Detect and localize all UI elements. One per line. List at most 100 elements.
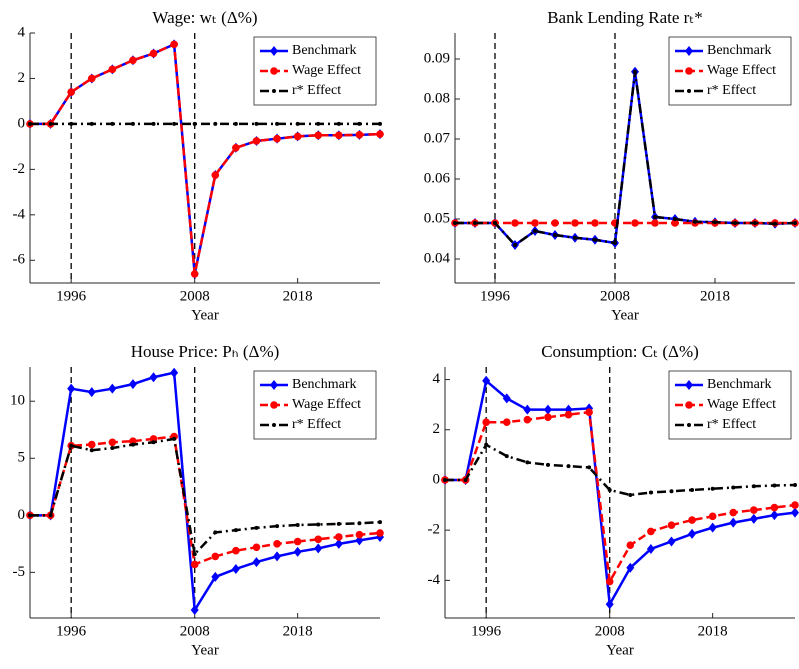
y-tick-label: 0.09	[424, 50, 450, 66]
marker	[607, 487, 612, 492]
marker	[87, 440, 96, 449]
marker	[190, 605, 199, 616]
marker	[729, 517, 738, 528]
legend-label: Benchmark	[707, 377, 772, 392]
x-tick-label: 1996	[56, 288, 87, 304]
marker	[149, 49, 158, 58]
marker	[232, 546, 240, 555]
y-tick-label: 0	[433, 471, 441, 487]
marker	[275, 121, 280, 126]
y-tick-label: 4	[433, 371, 441, 387]
marker	[613, 241, 617, 245]
legend-label: Wage Effect	[707, 63, 776, 78]
marker	[669, 489, 674, 494]
marker	[213, 121, 218, 126]
marker	[28, 121, 32, 126]
marker	[357, 521, 362, 526]
marker	[533, 229, 537, 233]
x-tick-label: 1996	[471, 623, 502, 639]
marker	[129, 437, 137, 445]
legend-marker	[687, 423, 691, 427]
marker	[170, 367, 179, 378]
marker	[647, 527, 655, 536]
marker	[453, 221, 457, 225]
marker	[482, 418, 490, 427]
marker	[130, 442, 135, 447]
marker	[671, 219, 679, 227]
marker	[504, 454, 509, 459]
marker	[192, 121, 197, 126]
marker	[605, 577, 614, 586]
marker	[314, 535, 323, 544]
marker	[587, 465, 592, 470]
marker	[130, 121, 135, 126]
marker	[651, 219, 659, 227]
marker	[357, 121, 362, 126]
marker	[667, 521, 676, 529]
marker	[190, 270, 199, 278]
legend-marker	[270, 67, 278, 75]
marker	[653, 215, 657, 219]
marker	[87, 387, 96, 398]
y-tick-label: 2	[433, 421, 441, 437]
marker	[89, 448, 94, 453]
marker	[733, 221, 737, 225]
marker	[48, 121, 53, 126]
marker	[593, 237, 597, 242]
marker	[376, 130, 384, 138]
legend-label: Benchmark	[292, 43, 357, 58]
legend: Benchmark Wage Effect r* Effect	[668, 36, 792, 106]
y-tick-label: 0	[18, 115, 26, 131]
marker	[571, 219, 579, 227]
marker	[553, 233, 557, 237]
legend-marker	[685, 67, 693, 75]
marker	[591, 219, 599, 227]
marker	[753, 221, 757, 225]
y-tick-label: -2	[13, 161, 26, 177]
marker	[67, 88, 75, 96]
legend-marker	[685, 46, 693, 56]
marker	[110, 446, 115, 451]
x-tick-label: 2008	[180, 288, 210, 304]
marker	[523, 404, 532, 415]
marker	[378, 520, 382, 525]
marker	[316, 121, 321, 126]
marker	[28, 513, 32, 518]
marker	[48, 513, 53, 518]
marker	[525, 460, 530, 465]
marker	[233, 528, 238, 533]
x-tick-label: 2008	[600, 288, 630, 304]
marker	[751, 484, 756, 489]
series-line	[30, 437, 381, 557]
marker	[626, 562, 635, 573]
marker	[69, 121, 74, 126]
marker	[314, 543, 323, 554]
y-tick-label: 5	[18, 450, 26, 466]
legend-marker	[270, 46, 278, 56]
marker	[690, 487, 695, 492]
legend-marker	[272, 89, 276, 93]
marker	[628, 493, 633, 498]
legend-label: Wage Effect	[707, 397, 776, 412]
x-tick-label: 2018	[283, 288, 313, 304]
marker	[667, 536, 676, 547]
marker	[273, 551, 282, 562]
marker	[129, 56, 137, 65]
marker	[731, 485, 736, 490]
marker	[67, 383, 76, 394]
marker	[108, 383, 117, 394]
marker	[605, 599, 614, 610]
marker	[108, 438, 117, 447]
marker	[316, 522, 321, 527]
x-axis-label: Year	[611, 307, 639, 323]
marker	[336, 521, 341, 526]
marker	[273, 540, 281, 548]
marker	[688, 516, 696, 524]
marker	[293, 132, 302, 141]
marker	[545, 462, 550, 467]
marker	[355, 131, 364, 139]
legend-marker	[685, 380, 693, 390]
marker	[172, 121, 177, 126]
marker	[190, 560, 199, 569]
